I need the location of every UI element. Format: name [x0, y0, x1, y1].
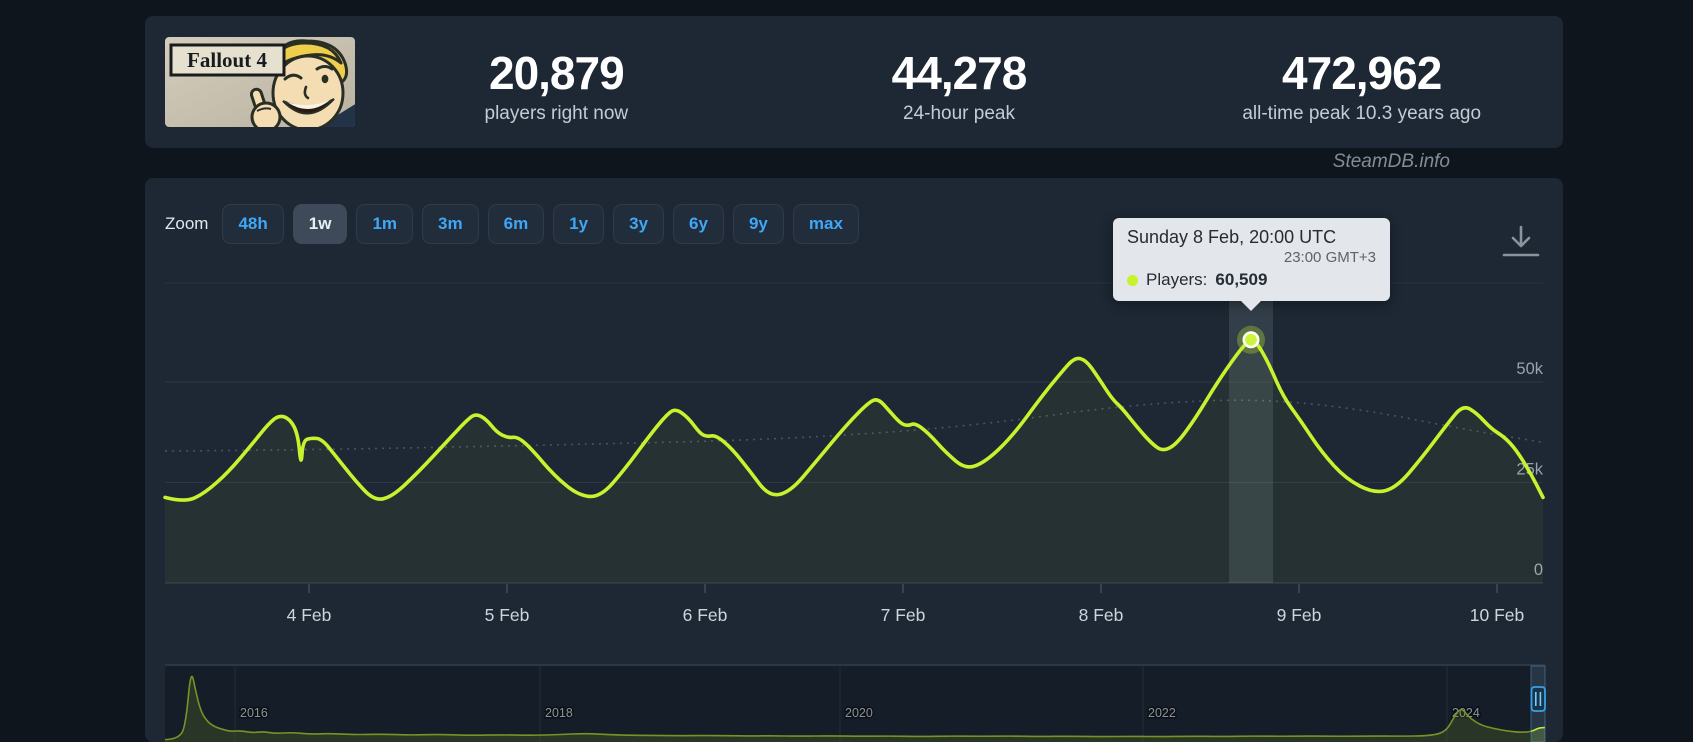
zoom-range-max[interactable]: max	[792, 204, 859, 244]
zoom-buttons: 48h 1w 1m 3m 6m 1y 3y 6y 9y max	[222, 204, 859, 244]
chart-tooltip: Sunday 8 Feb, 20:00 UTC 23:00 GMT+3 Play…	[1113, 218, 1390, 311]
vault-boy-open-eye	[321, 74, 329, 84]
peak-24h-label: 24-hour peak	[903, 103, 1015, 125]
zoom-range-1y[interactable]: 1y	[553, 204, 605, 244]
tooltip-datetime-local: 23:00 GMT+3	[1283, 249, 1376, 266]
peak-24h-value: 44,278	[891, 46, 1028, 99]
zoom-toolbar: Zoom 48h 1w 1m 3m 6m 1y 3y 6y 9y max	[165, 204, 859, 244]
alltime-peak-label: all-time peak 10.3 years ago	[1242, 103, 1482, 125]
steamdb-watermark: SteamDB.info	[1332, 151, 1450, 172]
zoom-range-3y[interactable]: 3y	[613, 204, 665, 244]
game-capsule-image: Fallout 4	[165, 37, 355, 127]
stat-current-players: 20,879 players right now	[355, 39, 758, 126]
thumbs-up-hand	[249, 87, 282, 127]
download-icon	[1502, 225, 1540, 257]
game-stats-header: Fallout 4 20,879 players right now 44,27…	[145, 16, 1563, 148]
player-stats: 20,879 players right now 44,278 24-hour …	[355, 39, 1563, 126]
zoom-range-6m[interactable]: 6m	[487, 204, 545, 244]
stat-24h-peak: 44,278 24-hour peak	[758, 39, 1161, 126]
zoom-label: Zoom	[165, 214, 209, 233]
fallout-logo-plate	[169, 43, 286, 77]
current-players-value: 20,879	[488, 46, 625, 99]
tooltip-players-row: Players: 60,509	[1127, 270, 1376, 290]
zoom-range-48h[interactable]: 48h	[222, 204, 284, 244]
tooltip-datetime-utc: Sunday 8 Feb, 20:00 UTC	[1127, 227, 1337, 247]
tooltip-players-value: 60,509	[1215, 270, 1268, 289]
zoom-range-1w[interactable]: 1w	[292, 204, 348, 244]
alltime-peak-value: 472,962	[1282, 46, 1442, 99]
current-players-label: players right now	[484, 103, 629, 125]
stat-alltime-peak: 472,962 all-time peak 10.3 years ago	[1160, 39, 1563, 126]
zoom-range-6y[interactable]: 6y	[673, 204, 724, 244]
fallout-logo-text: Fallout 4	[187, 48, 267, 72]
tooltip-series-label: Players:	[1146, 270, 1208, 289]
zoom-range-3m[interactable]: 3m	[422, 204, 479, 244]
download-chart-button[interactable]	[1498, 219, 1544, 267]
series-color-dot	[1127, 274, 1138, 286]
vault-boy-wink-eye	[283, 73, 303, 81]
zoom-range-1m[interactable]: 1m	[356, 204, 414, 244]
zoom-range-9y[interactable]: 9y	[732, 204, 784, 244]
vault-boy-nose	[303, 85, 310, 100]
